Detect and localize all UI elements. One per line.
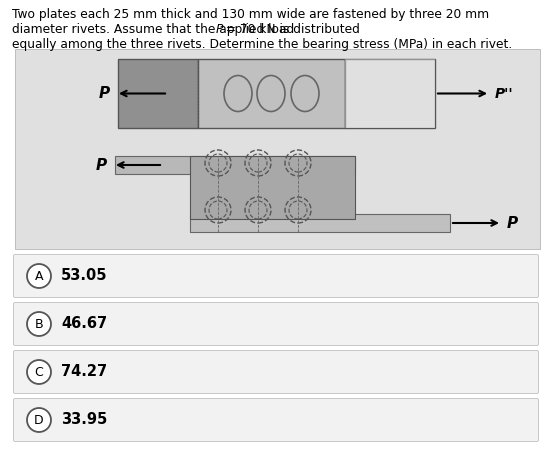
Text: A: A [35, 270, 43, 283]
Bar [345, 59, 435, 128]
Circle shape [27, 264, 51, 288]
Circle shape [27, 312, 51, 336]
Bar [115, 156, 355, 174]
Text: 33.95: 33.95 [61, 412, 107, 428]
Text: B: B [35, 318, 43, 330]
FancyBboxPatch shape [13, 255, 539, 298]
Text: P: P [216, 23, 223, 36]
Text: C: C [35, 365, 43, 379]
Text: P: P [96, 157, 107, 173]
Bar [118, 59, 198, 128]
Text: P: P [99, 86, 110, 101]
Bar [15, 49, 540, 249]
FancyBboxPatch shape [13, 350, 539, 393]
FancyBboxPatch shape [13, 302, 539, 346]
Circle shape [27, 360, 51, 384]
Bar [190, 156, 355, 219]
Text: equally among the three rivets. Determine the bearing stress (MPa) in each rivet: equally among the three rivets. Determin… [12, 38, 512, 51]
Text: 53.05: 53.05 [61, 268, 107, 283]
Circle shape [27, 408, 51, 432]
Text: = 70 kN is distributed: = 70 kN is distributed [222, 23, 360, 36]
Bar [198, 59, 345, 128]
Text: P: P [507, 216, 518, 230]
Text: diameter rivets. Assume that the applied load: diameter rivets. Assume that the applied… [12, 23, 298, 36]
Text: P'': P'' [495, 86, 514, 100]
Bar [190, 214, 450, 232]
Text: D: D [34, 413, 44, 427]
Text: 46.67: 46.67 [61, 317, 107, 331]
Text: 74.27: 74.27 [61, 365, 107, 380]
Text: Two plates each 25 mm thick and 130 mm wide are fastened by three 20 mm: Two plates each 25 mm thick and 130 mm w… [12, 8, 489, 21]
FancyBboxPatch shape [13, 399, 539, 441]
Bar [345, 59, 435, 128]
